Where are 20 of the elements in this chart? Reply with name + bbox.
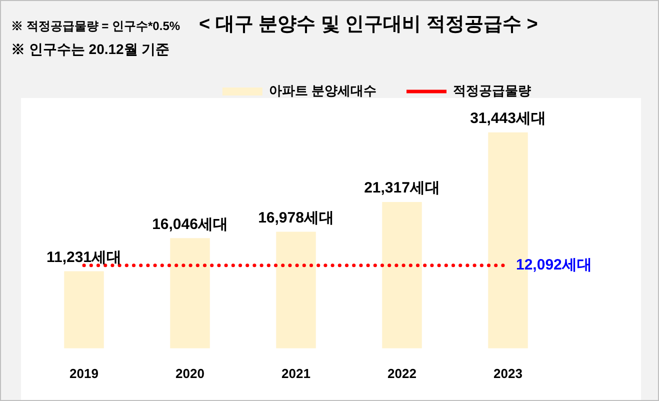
x-tick-label: 2019	[70, 366, 98, 381]
data-label: 31,443세대	[470, 110, 546, 128]
data-label: 16,046세대	[152, 216, 228, 233]
bar	[170, 238, 210, 348]
bar	[276, 232, 316, 348]
data-label: 11,231세대	[46, 248, 122, 266]
x-tick-label: 2021	[282, 366, 310, 381]
data-label: 16,978세대	[258, 209, 334, 226]
data-label: 21,317세대	[364, 180, 440, 197]
x-tick-label: 2020	[176, 366, 204, 381]
x-tick-label: 2023	[494, 366, 522, 381]
legend-label: 적정공급물량	[453, 83, 531, 98]
legend-label: 아파트 분양세대수	[268, 83, 377, 98]
chart-title: < 대구 분양수 및 인구대비 적정공급수 >	[199, 13, 538, 37]
annotation: 12,092세대	[516, 256, 592, 274]
text: ※ 적정공급물량 = 인구수*0.5%	[11, 18, 180, 35]
text: ※ 인구수는 20.12월 기준	[11, 41, 170, 59]
x-tick-label: 2022	[388, 366, 416, 381]
bar	[64, 271, 104, 348]
bar	[382, 202, 422, 348]
